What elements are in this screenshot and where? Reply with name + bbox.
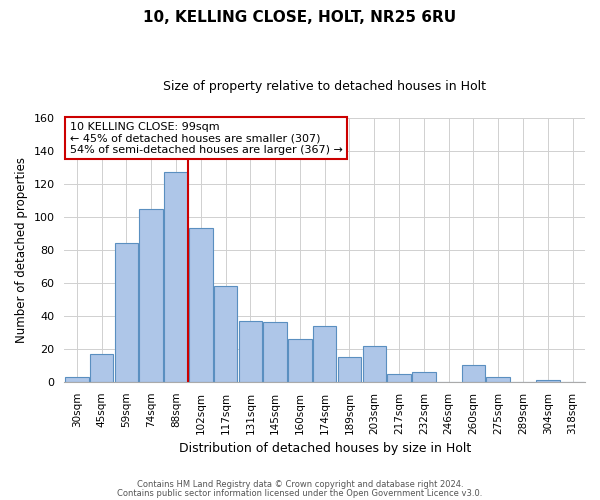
Bar xyxy=(487,377,510,382)
Title: Size of property relative to detached houses in Holt: Size of property relative to detached ho… xyxy=(163,80,486,93)
Bar xyxy=(288,339,311,382)
Bar xyxy=(313,326,337,382)
Bar xyxy=(65,377,89,382)
Bar xyxy=(362,346,386,382)
Bar xyxy=(189,228,212,382)
Bar xyxy=(90,354,113,382)
Bar xyxy=(139,208,163,382)
Bar xyxy=(536,380,560,382)
Y-axis label: Number of detached properties: Number of detached properties xyxy=(15,157,28,343)
Text: Contains HM Land Registry data © Crown copyright and database right 2024.: Contains HM Land Registry data © Crown c… xyxy=(137,480,463,489)
Text: 10 KELLING CLOSE: 99sqm
← 45% of detached houses are smaller (307)
54% of semi-d: 10 KELLING CLOSE: 99sqm ← 45% of detache… xyxy=(70,122,343,155)
Text: 10, KELLING CLOSE, HOLT, NR25 6RU: 10, KELLING CLOSE, HOLT, NR25 6RU xyxy=(143,10,457,25)
Bar xyxy=(338,357,361,382)
X-axis label: Distribution of detached houses by size in Holt: Distribution of detached houses by size … xyxy=(179,442,471,455)
Bar xyxy=(115,243,138,382)
Bar xyxy=(412,372,436,382)
Bar xyxy=(263,322,287,382)
Bar xyxy=(214,286,238,382)
Bar xyxy=(164,172,188,382)
Text: Contains public sector information licensed under the Open Government Licence v3: Contains public sector information licen… xyxy=(118,488,482,498)
Bar xyxy=(239,321,262,382)
Bar xyxy=(461,366,485,382)
Bar xyxy=(387,374,411,382)
